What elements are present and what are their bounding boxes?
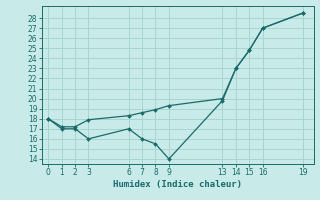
X-axis label: Humidex (Indice chaleur): Humidex (Indice chaleur) — [113, 180, 242, 189]
